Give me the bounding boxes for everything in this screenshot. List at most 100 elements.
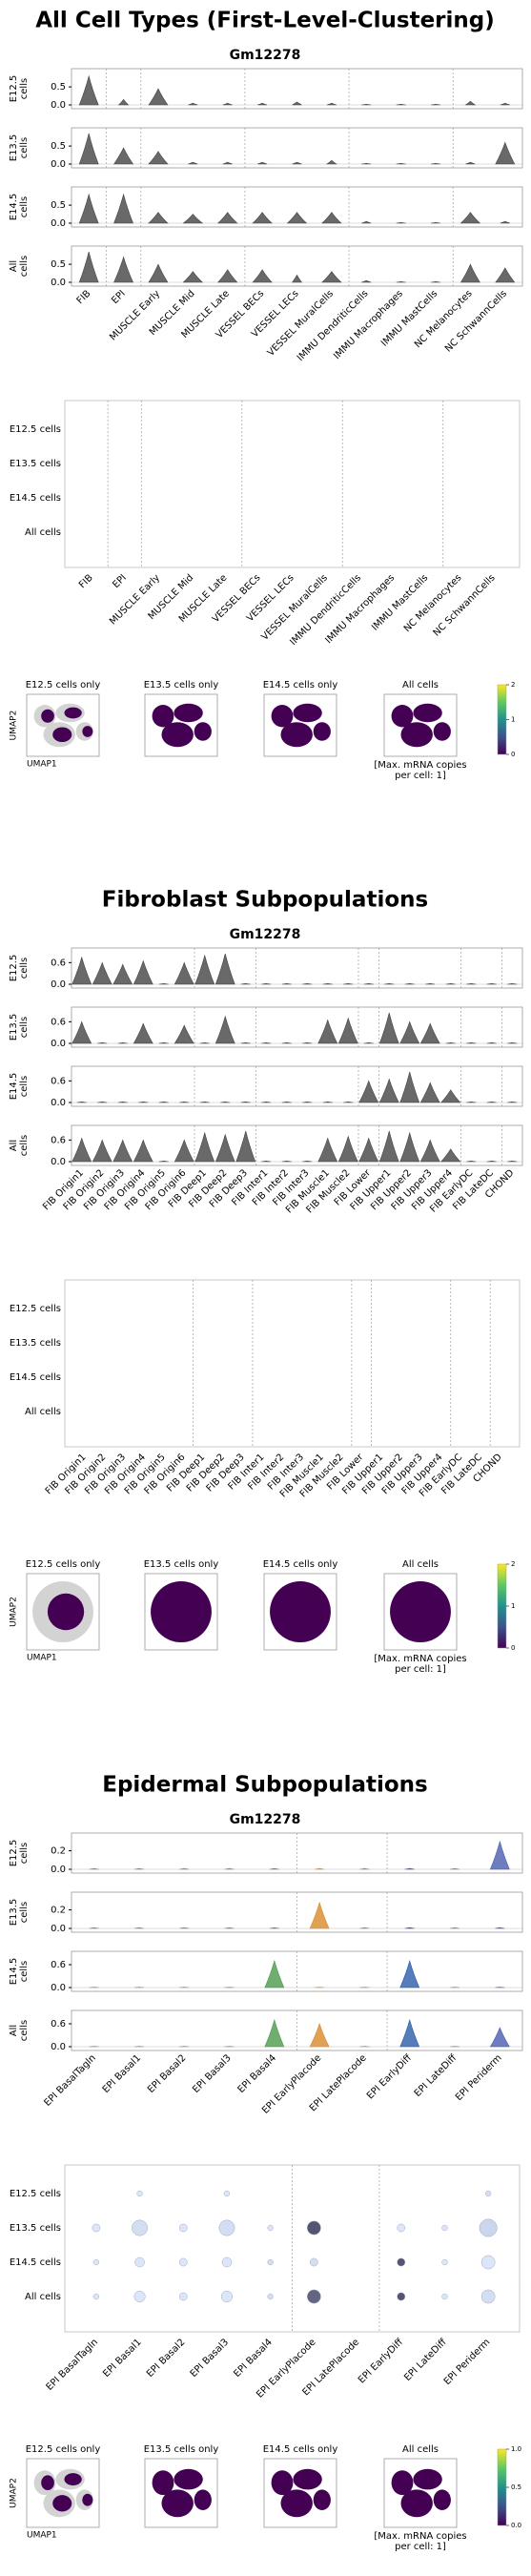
- violin: [89, 1927, 99, 1929]
- umap-cells: [280, 2489, 313, 2518]
- violin: [76, 1101, 87, 1103]
- x-tick-label: EPI Periderm: [454, 2052, 504, 2103]
- dot: [134, 2257, 145, 2268]
- x-tick-label: IMMU Macrophages: [332, 288, 405, 361]
- violin: [507, 1160, 518, 1163]
- x-tick-label: VESSEL MuralCells: [259, 572, 329, 642]
- dot: [306, 2220, 321, 2236]
- violin: [117, 98, 130, 106]
- x-tick-label: EPI EarlyDiff: [365, 2052, 415, 2102]
- violin: [359, 1867, 370, 1870]
- violin: [264, 2018, 285, 2048]
- dot: [441, 2258, 448, 2266]
- violin: [466, 1160, 477, 1163]
- umap-cells: [313, 2489, 331, 2510]
- violin: [117, 1041, 128, 1044]
- violin-row-label: cells: [19, 1017, 30, 1038]
- violin: [396, 280, 406, 283]
- violin: [235, 1130, 256, 1163]
- violin: [399, 1959, 420, 1989]
- violin-row-label: E13.5: [9, 134, 19, 162]
- violin: [281, 1101, 292, 1103]
- umap-note: [Max. mRNA copies: [374, 1654, 466, 1664]
- violin-row-label: All: [9, 1140, 19, 1151]
- umap-xlabel: UMAP1: [27, 2531, 57, 2541]
- violin: [507, 1101, 518, 1103]
- violin: [117, 1101, 128, 1103]
- dot-row-label: E13.5 cells: [10, 459, 61, 469]
- violin: [78, 251, 99, 283]
- violin: [158, 1041, 169, 1044]
- violin: [252, 269, 273, 283]
- umap-note: per cell: 1]: [395, 1664, 446, 1675]
- violin: [194, 954, 215, 985]
- violin: [224, 1867, 235, 1870]
- violin: [358, 1080, 379, 1103]
- umap-cells: [161, 722, 194, 748]
- violin: [489, 2027, 510, 2048]
- violin-row-label: E12.5: [9, 75, 19, 103]
- y-tick-label: 0.6: [51, 1076, 66, 1086]
- umap-title: E14.5 cells only: [263, 2444, 338, 2455]
- violin: [337, 1135, 358, 1163]
- violin: [445, 1041, 456, 1044]
- violin: [112, 963, 133, 985]
- violin: [261, 982, 272, 985]
- violin: [138, 1101, 149, 1103]
- dot: [220, 2290, 234, 2303]
- violin: [257, 161, 268, 165]
- umap-cells: [41, 709, 54, 723]
- violin: [419, 1082, 440, 1103]
- violin: [97, 1101, 108, 1103]
- violin-row-label: cells: [19, 256, 30, 277]
- violin: [466, 1101, 477, 1103]
- violin: [148, 151, 169, 165]
- x-tick-label: FIB: [77, 572, 95, 590]
- y-tick-label: 0.0: [51, 1924, 66, 1934]
- violin: [399, 1131, 420, 1163]
- violin: [281, 1160, 292, 1163]
- violin: [92, 1139, 112, 1163]
- y-tick-label: 0.0: [51, 979, 66, 990]
- violin: [222, 161, 233, 165]
- umap-cells: [52, 727, 72, 743]
- y-tick-label: 0.5: [51, 259, 66, 270]
- violin-row-label: cells: [19, 2020, 30, 2041]
- y-tick-label: 0.5: [51, 141, 66, 152]
- violin: [281, 982, 292, 985]
- violin: [179, 1101, 190, 1103]
- violin-row-label: cells: [19, 1961, 30, 1982]
- violin: [396, 103, 406, 106]
- colorbar-tick-label: 0.0: [511, 2522, 521, 2529]
- violin: [322, 1101, 333, 1103]
- section-title: All Cell Types (First-Level-Clustering): [35, 9, 495, 33]
- violin: [261, 1041, 272, 1044]
- violin: [486, 1101, 497, 1103]
- umap-title: E14.5 cells only: [263, 680, 338, 690]
- x-tick-label: EPI: [110, 288, 128, 306]
- umap-cells: [47, 1593, 85, 1631]
- x-tick-label: NC SchwannCells: [432, 572, 498, 638]
- umap-cells: [52, 2495, 72, 2512]
- violin: [359, 1927, 370, 1929]
- violin: [240, 1101, 251, 1103]
- violin: [399, 1020, 420, 1044]
- dot: [267, 2293, 274, 2300]
- violin: [302, 982, 313, 985]
- umap-cells: [271, 705, 294, 728]
- violin: [97, 1041, 108, 1044]
- dot-row-label: E12.5 cells: [10, 2189, 61, 2199]
- colorbar-tick-label: 2: [511, 681, 515, 689]
- umap-cells: [270, 1581, 331, 1642]
- colorbar: [497, 1563, 507, 1649]
- violin: [216, 212, 238, 224]
- dot: [132, 2219, 149, 2236]
- violin-frame: [71, 947, 523, 989]
- x-tick-label: EPI BasalTagln: [42, 2052, 97, 2108]
- violin: [292, 161, 302, 165]
- dot-row-label: E14.5 cells: [10, 493, 61, 504]
- x-tick-label: EPI Basal2: [145, 2337, 188, 2380]
- violin: [148, 88, 169, 106]
- violin-row-label: All: [9, 260, 19, 272]
- umap-cells: [413, 703, 442, 723]
